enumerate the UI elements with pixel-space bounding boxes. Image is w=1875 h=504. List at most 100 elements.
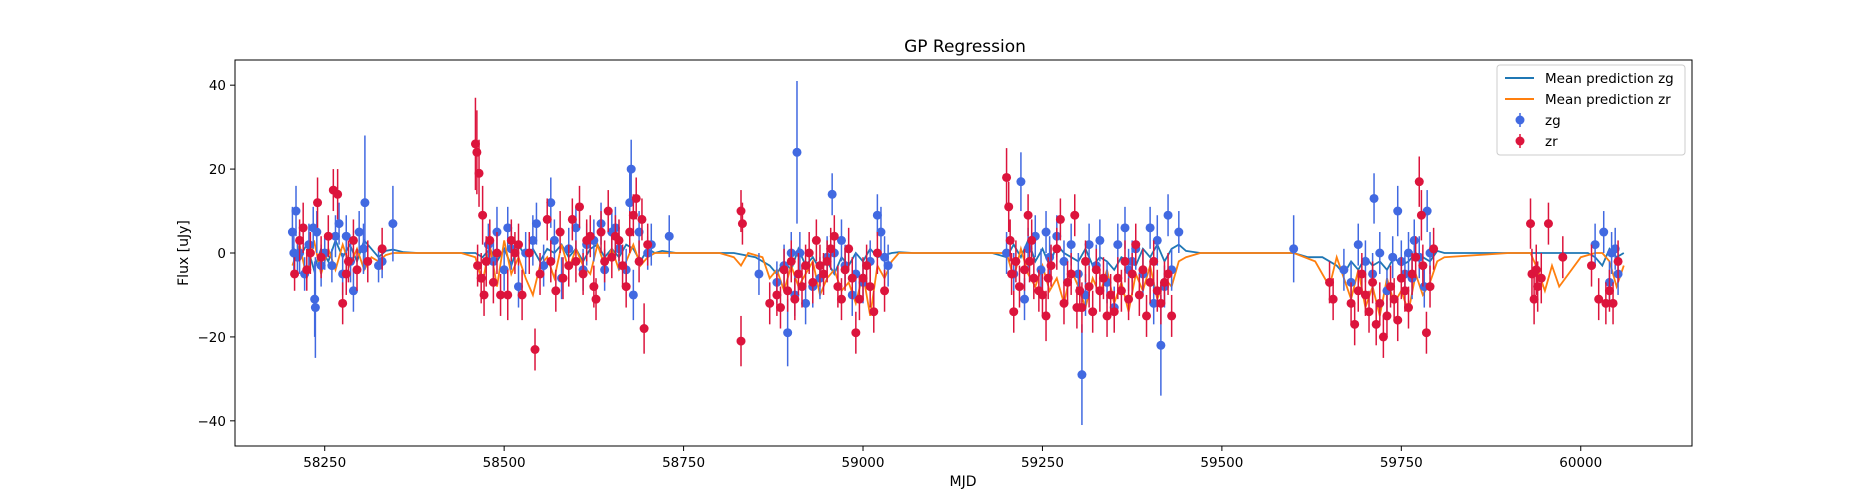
data-point-zr bbox=[829, 231, 839, 241]
data-point-zg bbox=[1120, 223, 1130, 233]
data-point-zr bbox=[779, 265, 789, 275]
data-point-zg bbox=[1066, 240, 1076, 250]
y-tick-label: 20 bbox=[209, 162, 226, 178]
data-point-zg bbox=[1409, 235, 1419, 245]
data-point-zr bbox=[1020, 265, 1030, 275]
data-point-zr bbox=[607, 252, 617, 262]
legend-box bbox=[1496, 64, 1686, 156]
data-point-zg bbox=[1360, 256, 1370, 266]
data-point-zr bbox=[1098, 273, 1108, 283]
legend-label-zg: zg bbox=[1545, 113, 1561, 129]
data-point-zr bbox=[1005, 235, 1015, 245]
data-point-zr bbox=[811, 235, 821, 245]
data-point-zg bbox=[872, 210, 882, 220]
data-point-zr bbox=[1037, 290, 1047, 300]
data-point-zr bbox=[524, 248, 534, 258]
data-point-zr bbox=[510, 248, 520, 258]
data-point-zr bbox=[1421, 328, 1431, 338]
data-point-zg bbox=[1149, 298, 1159, 308]
data-point-zr bbox=[736, 206, 746, 216]
data-point-zr bbox=[1070, 210, 1080, 220]
data-point-zr bbox=[478, 210, 488, 220]
data-point-zr bbox=[1418, 261, 1428, 271]
data-point-zg bbox=[1041, 227, 1051, 237]
data-point-zr bbox=[775, 303, 785, 313]
data-point-zr bbox=[1536, 273, 1546, 283]
data-point-zr bbox=[1425, 282, 1435, 292]
data-point-zr bbox=[858, 273, 868, 283]
data-point-zr bbox=[1002, 172, 1012, 182]
data-point-zr bbox=[503, 290, 513, 300]
data-point-zr bbox=[1163, 269, 1173, 279]
data-point-zr bbox=[1587, 261, 1597, 271]
data-point-zr bbox=[826, 244, 836, 254]
data-point-zr bbox=[1360, 290, 1370, 300]
data-point-zr bbox=[1014, 282, 1024, 292]
data-point-zr bbox=[567, 214, 577, 224]
data-point-zr bbox=[1346, 298, 1356, 308]
data-point-zr bbox=[1533, 282, 1543, 292]
data-point-zr bbox=[765, 298, 775, 308]
data-point-zr bbox=[305, 248, 315, 258]
data-point-zr bbox=[637, 214, 647, 224]
data-point-zg bbox=[1045, 252, 1055, 262]
data-point-zr bbox=[1414, 177, 1424, 187]
data-point-zg bbox=[341, 231, 351, 241]
data-point-zg bbox=[310, 303, 320, 313]
data-point-zr bbox=[1375, 298, 1385, 308]
data-point-zr bbox=[634, 256, 644, 266]
data-point-zr bbox=[1531, 265, 1541, 275]
data-point-zr bbox=[1066, 269, 1076, 279]
data-point-zr bbox=[1526, 219, 1536, 229]
data-point-zr bbox=[1386, 282, 1396, 292]
data-point-zr bbox=[546, 256, 556, 266]
data-point-zr bbox=[1156, 298, 1166, 308]
data-point-zg bbox=[312, 227, 322, 237]
data-point-zg bbox=[883, 261, 893, 271]
data-point-zr bbox=[571, 256, 581, 266]
chart-title: GP Regression bbox=[904, 37, 1026, 57]
x-tick-label: 59500 bbox=[1200, 455, 1243, 471]
data-point-zr bbox=[797, 282, 807, 292]
data-point-zr bbox=[1364, 307, 1374, 317]
data-point-zg bbox=[514, 282, 524, 292]
data-point-zg bbox=[1369, 193, 1379, 203]
data-point-zg bbox=[1152, 235, 1162, 245]
data-point-zr bbox=[643, 240, 653, 250]
x-tick-label: 59000 bbox=[842, 455, 885, 471]
data-point-zg bbox=[1599, 227, 1609, 237]
data-point-zr bbox=[1116, 286, 1126, 296]
x-tick-label: 58500 bbox=[483, 455, 526, 471]
data-point-zg bbox=[876, 227, 886, 237]
legend-label-mean-zg: Mean prediction zg bbox=[1545, 71, 1674, 87]
x-axis-ticks: 58250 58500 58750 59000 59250 59500 59750 60000 bbox=[303, 446, 1602, 471]
data-point-zr bbox=[737, 219, 747, 229]
data-point-zr bbox=[542, 214, 552, 224]
data-point-zr bbox=[822, 256, 832, 266]
data-point-zr bbox=[341, 269, 351, 279]
legend-label-mean-zr: Mean prediction zr bbox=[1545, 92, 1671, 108]
data-point-zr bbox=[1011, 256, 1021, 266]
data-point-zr bbox=[1052, 244, 1062, 254]
data-point-zg bbox=[388, 219, 398, 229]
data-point-zr bbox=[1604, 286, 1614, 296]
data-point-zr bbox=[1059, 298, 1069, 308]
data-point-zr bbox=[614, 235, 624, 245]
x-tick-label: 58750 bbox=[662, 455, 705, 471]
data-point-zg bbox=[783, 328, 793, 338]
legend-label-zr: zr bbox=[1545, 134, 1558, 150]
data-point-zr bbox=[1167, 311, 1177, 321]
x-tick-label: 58250 bbox=[303, 455, 346, 471]
data-point-zr bbox=[470, 139, 480, 149]
legend-swatch-zr-marker bbox=[1515, 136, 1525, 146]
data-point-zr bbox=[618, 261, 628, 271]
data-point-zr bbox=[1102, 311, 1112, 321]
data-point-zr bbox=[772, 290, 782, 300]
data-point-zr bbox=[1325, 277, 1335, 287]
data-point-zr bbox=[1041, 311, 1051, 321]
data-point-zr bbox=[1095, 286, 1105, 296]
data-point-zr bbox=[514, 240, 524, 250]
data-point-zr bbox=[1389, 294, 1399, 304]
data-point-zr bbox=[555, 227, 565, 237]
data-point-zr bbox=[1124, 294, 1134, 304]
